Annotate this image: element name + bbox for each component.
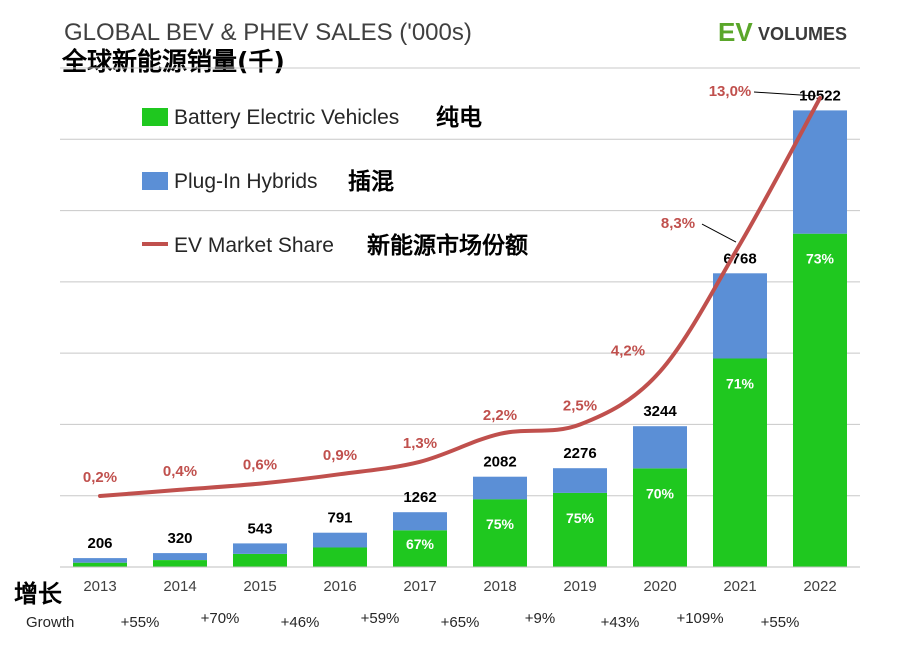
market-share-label: 0,2% <box>83 469 117 486</box>
legend-swatch-phev <box>142 172 168 190</box>
growth-value: +55% <box>121 614 160 631</box>
legend: Battery Electric Vehicles 纯电 Plug-In Hyb… <box>142 104 528 259</box>
bev-share-label: 67% <box>406 536 435 552</box>
total-label: 3244 <box>643 403 677 420</box>
x-tick-label: 2017 <box>403 578 436 595</box>
bar-phev <box>713 273 767 359</box>
growth-value: +109% <box>676 610 723 627</box>
legend-label-phev-cn: 插混 <box>348 169 394 195</box>
bar-bev <box>233 554 287 567</box>
bar-phev <box>633 426 687 469</box>
total-label: 1262 <box>403 489 436 506</box>
x-tick-label: 2016 <box>323 578 356 595</box>
share-leader-line <box>753 91 817 97</box>
growth-value: +70% <box>201 610 240 627</box>
bev-share-label: 75% <box>566 510 595 526</box>
x-tick-label: 2022 <box>803 578 836 595</box>
brand-ev: EV <box>718 17 753 47</box>
market-share-label: 0,9% <box>323 447 357 464</box>
growth-value: +46% <box>281 614 320 631</box>
x-tick-label: 2018 <box>483 578 516 595</box>
growth-values: +55% +70% +46% +59% +65% +9% +43% +109% +55% <box>121 610 800 631</box>
market-share-label: 1,3% <box>403 435 437 452</box>
bar-phev <box>313 532 367 548</box>
bar-bev <box>793 233 847 567</box>
bar-bev <box>553 492 607 567</box>
bar-bev <box>313 547 367 567</box>
x-tick-label: 2021 <box>723 578 756 595</box>
legend-label-share-cn: 新能源市场份额 <box>367 232 528 259</box>
growth-value: +55% <box>761 614 800 631</box>
chart-title-cn: 全球新能源销量(千) <box>61 47 285 76</box>
market-share-label: 8,3% <box>661 215 695 232</box>
market-share-label: 2,2% <box>483 407 517 424</box>
bar-phev <box>153 553 207 560</box>
market-share-label: 2,5% <box>563 398 597 415</box>
bar-bev <box>713 358 767 567</box>
market-share-label: 0,6% <box>243 457 277 474</box>
x-tick-labels: 2013 2014 2015 2016 2017 2018 2019 2020 2021 2022 <box>83 578 836 595</box>
bar-bev <box>633 468 687 567</box>
bars: 206 320 543 791 1262 67% 2082 75% 2276 75% 3244 70%… <box>73 87 847 567</box>
bar-phev <box>73 558 127 563</box>
bar-phev <box>793 110 847 234</box>
bar-phev <box>473 476 527 500</box>
growth-label-cn: 增长 <box>14 580 63 608</box>
market-share-label: 0,4% <box>163 463 197 480</box>
growth-value: +43% <box>601 614 640 631</box>
growth-value: +9% <box>525 610 555 627</box>
legend-swatch-bev <box>142 108 168 126</box>
growth-value: +59% <box>361 610 400 627</box>
bev-share-label: 73% <box>806 251 835 267</box>
bev-share-label: 71% <box>726 376 755 392</box>
total-label: 320 <box>167 530 192 547</box>
x-tick-label: 2020 <box>643 578 676 595</box>
bar-bev <box>393 530 447 567</box>
gridlines <box>60 67 860 568</box>
bar-bev <box>153 560 207 567</box>
bar-phev <box>233 543 287 554</box>
bev-share-label: 75% <box>486 516 515 532</box>
total-label: 10522 <box>799 87 841 104</box>
bev-share-label: 70% <box>646 486 675 502</box>
ev-volumes-logo: EV VOLUMES <box>718 17 847 47</box>
x-tick-label: 2013 <box>83 578 116 595</box>
share-leader-line <box>701 223 737 243</box>
brand-volumes: VOLUMES <box>758 24 847 44</box>
market-share-label: 13,0% <box>709 83 752 100</box>
legend-label-phev: Plug-In Hybrids <box>174 170 318 193</box>
market-share-label: 4,2% <box>611 343 645 360</box>
total-label: 543 <box>247 520 272 537</box>
bar-bev <box>473 499 527 567</box>
bar-phev <box>393 512 447 531</box>
x-tick-label: 2015 <box>243 578 276 595</box>
market-share-line: 0,2% 0,4% 0,6% 0,9% 1,3% 2,2% 2,5% 4,2% 8,3% 13,0… <box>83 83 822 498</box>
growth-label: Growth <box>26 614 74 631</box>
bar-phev <box>553 468 607 493</box>
total-label: 2276 <box>563 445 596 462</box>
market-share-path <box>98 96 822 498</box>
legend-label-share: EV Market Share <box>174 234 334 257</box>
growth-value: +65% <box>441 614 480 631</box>
x-tick-label: 2019 <box>563 578 596 595</box>
x-tick-label: 2014 <box>163 578 196 595</box>
total-label: 791 <box>327 510 352 527</box>
legend-label-bev-cn: 纯电 <box>436 104 482 131</box>
legend-label-bev: Battery Electric Vehicles <box>174 106 399 129</box>
chart-title: GLOBAL BEV & PHEV SALES ('000s) <box>64 19 472 46</box>
total-label: 2082 <box>483 454 516 471</box>
total-label: 206 <box>87 535 112 552</box>
bar-bev <box>73 562 127 567</box>
